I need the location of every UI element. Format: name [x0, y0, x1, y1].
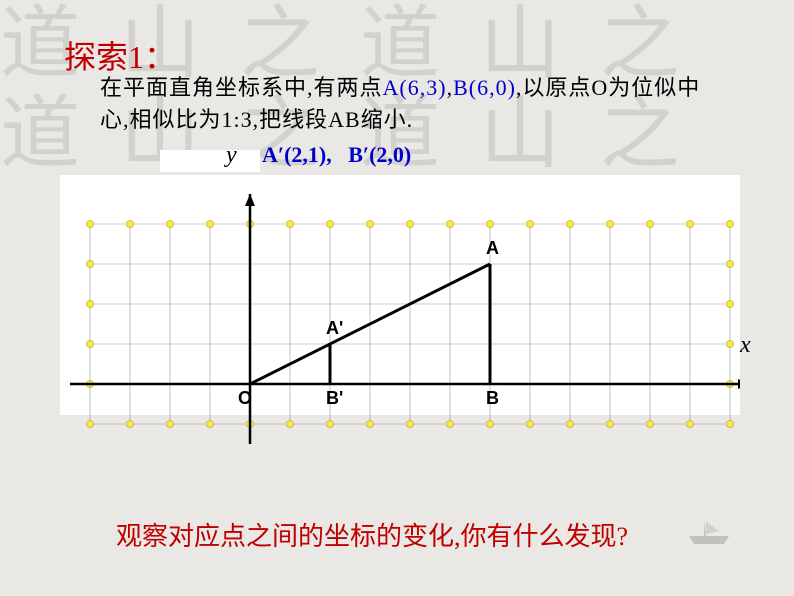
svg-text:A': A' — [326, 318, 343, 338]
coord-b: B(6,0) — [453, 75, 516, 100]
statement-part1: 在平面直角坐标系中,有两点 — [100, 75, 383, 100]
a-prime: A′(2,1), — [262, 142, 332, 167]
svg-text:B': B' — [326, 388, 343, 408]
y-axis-label: y — [226, 142, 237, 169]
x-axis-label: x — [740, 332, 751, 359]
svg-text:O: O — [238, 388, 252, 408]
svg-text:B: B — [486, 388, 499, 408]
coordinate-chart: O A B A' B' — [60, 172, 740, 444]
boat-decoration-icon — [684, 516, 734, 546]
b-prime: B′(2,0) — [348, 142, 411, 167]
prime-coordinates: A′(2,1), B′(2,0) — [262, 142, 411, 168]
observation-question: 观察对应点之间的坐标的变化,你有什么发现? — [116, 516, 628, 553]
coord-a: A(6,3) — [383, 75, 447, 100]
svg-text:A: A — [486, 238, 499, 258]
problem-statement: 在平面直角坐标系中,有两点A(6,3),B(6,0),以原点O为位似中心,相似比… — [100, 72, 720, 136]
white-box-top — [160, 150, 260, 172]
